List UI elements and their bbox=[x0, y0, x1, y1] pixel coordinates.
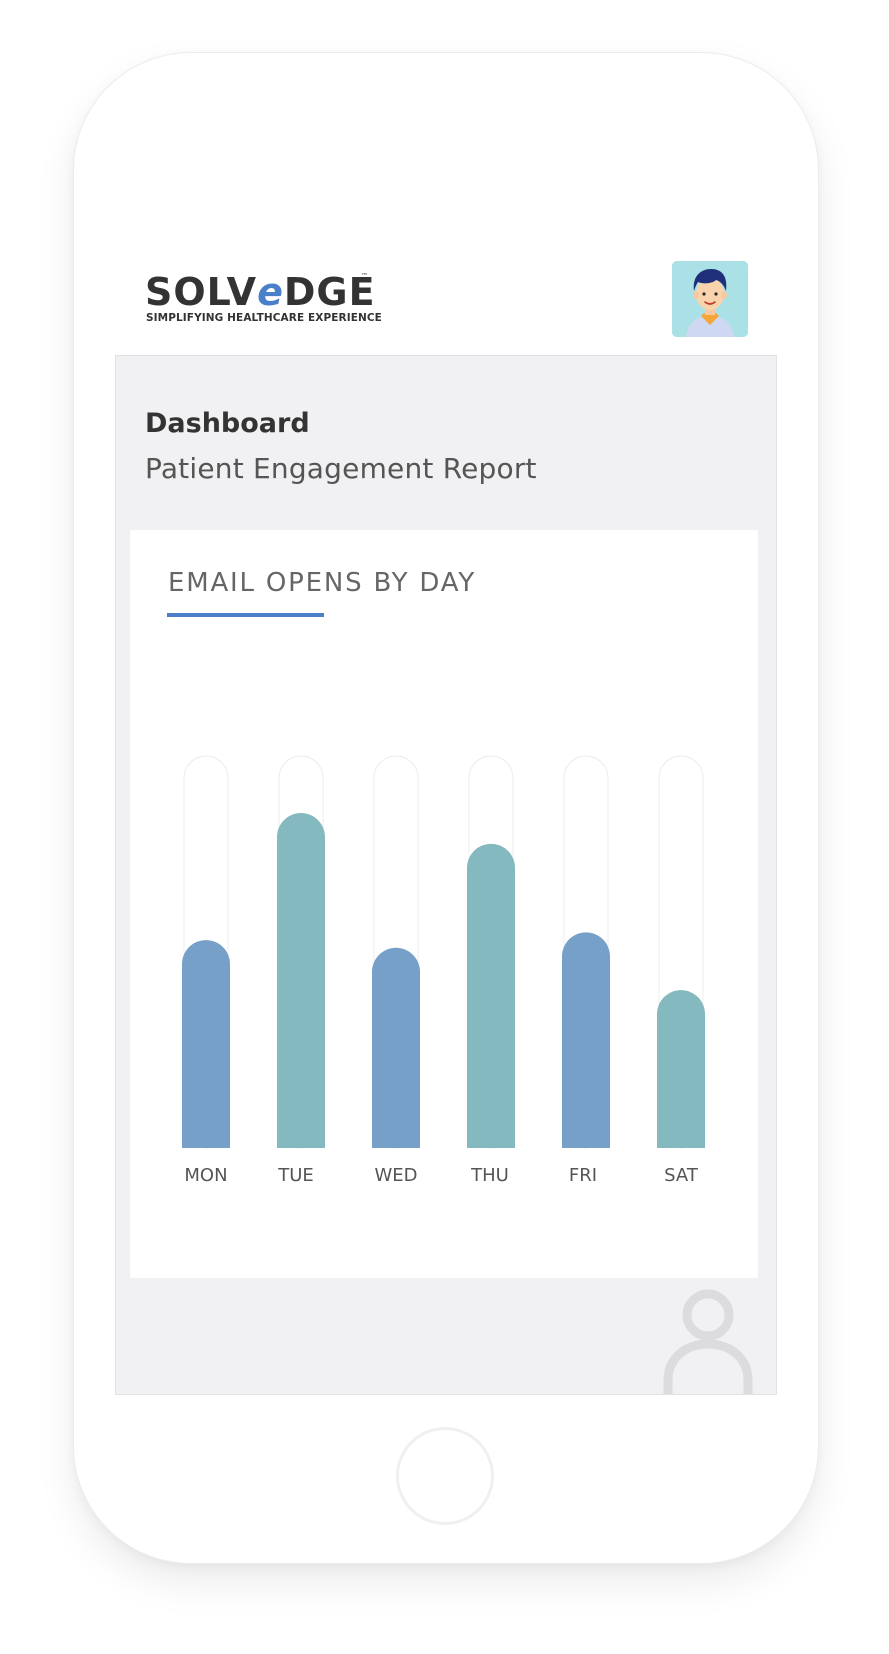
day-label-mon: MON bbox=[184, 1165, 227, 1186]
logo-tagline: SIMPLIFYING HEALTHCARE EXPERIENCE bbox=[146, 312, 382, 324]
page-subtitle: Patient Engagement Report bbox=[145, 452, 537, 485]
bar-sat[interactable] bbox=[657, 990, 705, 1148]
day-label-tue: TUE bbox=[277, 1165, 314, 1186]
bar-tue[interactable] bbox=[277, 813, 325, 1148]
user-avatar[interactable] bbox=[672, 261, 748, 337]
day-label-fri: FRI bbox=[569, 1165, 597, 1186]
brand-logo: SOLVeDGE ™ SIMPLIFYING HEALTHCARE EXPERI… bbox=[145, 270, 382, 330]
user-avatar-icon bbox=[672, 261, 748, 337]
day-label-wed: WED bbox=[374, 1165, 417, 1186]
logo-wordmark: SOLVeDGE bbox=[145, 270, 376, 314]
logo-suffix: DGE bbox=[283, 270, 376, 314]
logo-trademark: ™ bbox=[361, 272, 368, 280]
email-opens-card: EMAIL OPENS BY DAY MON TUE WED THU FRI SAT bbox=[130, 530, 758, 1278]
day-label-sat: SAT bbox=[664, 1165, 699, 1186]
person-icon bbox=[663, 1289, 753, 1394]
page-title: Dashboard bbox=[145, 408, 310, 439]
card-title: EMAIL OPENS BY DAY bbox=[168, 568, 477, 598]
home-button[interactable] bbox=[396, 1427, 494, 1525]
bar-wed[interactable] bbox=[372, 947, 420, 1148]
email-opens-chart: MON TUE WED THU FRI SAT bbox=[182, 755, 705, 1186]
day-label-thu: THU bbox=[470, 1165, 509, 1186]
logo-accent: e bbox=[257, 270, 284, 314]
bar-fri[interactable] bbox=[562, 932, 610, 1148]
person-watermark bbox=[660, 1288, 756, 1394]
bar-thu[interactable] bbox=[467, 843, 515, 1148]
logo-prefix: SOLV bbox=[145, 270, 258, 314]
bar-mon[interactable] bbox=[182, 940, 230, 1148]
card-title-underline bbox=[167, 613, 324, 617]
